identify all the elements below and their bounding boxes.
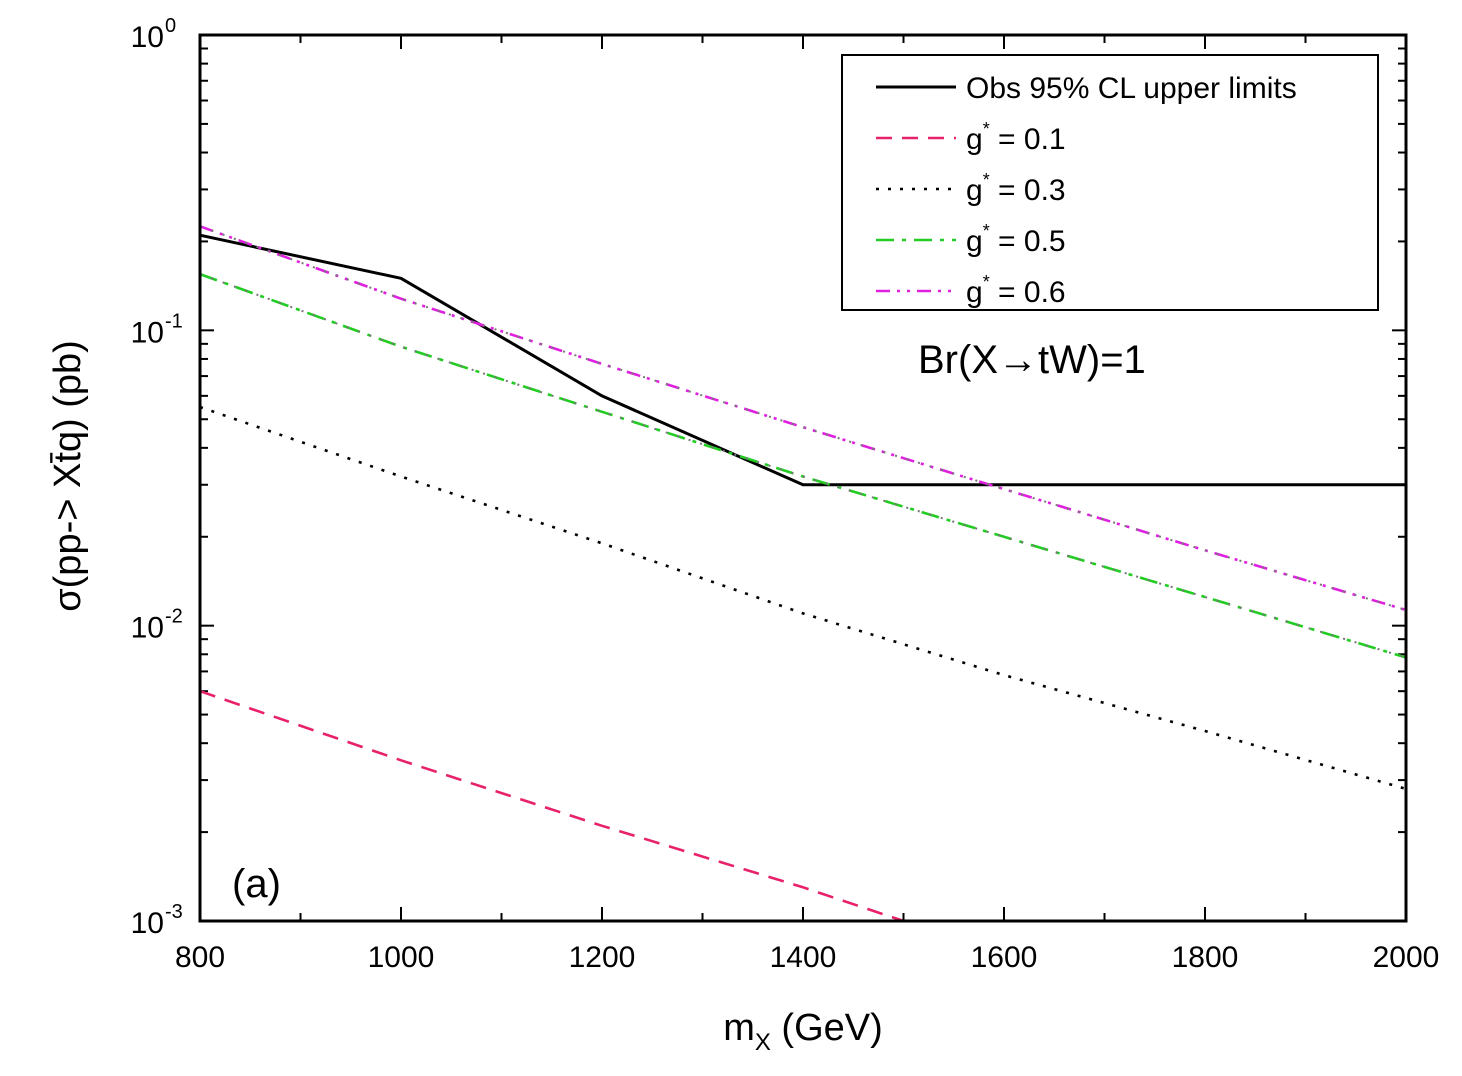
annotation-br: Br(X→tW)=1 [918,338,1146,382]
series-line [199,405,1407,791]
y-tick-label-exp: 0 [165,15,176,37]
legend-item: g* = 0.3 [876,170,1066,207]
x-axis-title-sub: X [755,1029,771,1056]
legend-label: g* = 0.3 [966,170,1066,207]
legend-label: g* = 0.5 [966,221,1066,258]
y-tick-label: 10 -3 [131,901,183,940]
legend-box [841,54,1379,311]
legend-item: g* = 0.6 [876,272,1066,309]
legend-label: g* = 0.6 [966,272,1066,309]
x-tick-labels: 800 1000 1200 1400 1600 1800 2000 [175,941,1439,974]
legend-item: g* = 0.5 [876,221,1066,258]
series-path [199,272,1407,659]
series-line [199,225,1407,612]
x-axis-title: mX (GeV) [723,1007,883,1056]
series-layer [199,225,1407,923]
x-tick-label: 1600 [971,941,1038,974]
plot-frame [198,33,1408,923]
x-axis-title-unit: (GeV) [771,1007,883,1049]
series-overlay [199,225,1407,611]
x-tick-label: 1000 [368,941,435,974]
legend: Obs 95% CL upper limits g* = 0.1 g* = 0.3 g… [841,54,1379,311]
y-axis-title: σ(pp-> Xt̄q) (pb) [47,340,89,612]
y-tick-label: 10 -2 [131,606,183,645]
series-line [199,689,904,923]
y-tick-label-base: 10 [131,907,164,940]
legend-label: Obs 95% CL upper limits [966,72,1297,105]
y-tick-label: 10 0 [131,15,177,54]
legend-label: g* = 0.1 [966,119,1066,156]
y-tick-label-exp: -1 [165,310,183,332]
x-tick-label: 1200 [569,941,636,974]
legend-item: Obs 95% CL upper limits [876,72,1297,105]
x-axis-title-main: m [723,1007,755,1049]
series-path [199,689,904,923]
series-line [199,272,1407,659]
x-tick-label: 1800 [1172,941,1239,974]
x-tick-label: 1400 [770,941,837,974]
series-path [199,405,1407,791]
x-tick-label: 800 [175,941,225,974]
legend-item: g* = 0.1 [876,119,1066,156]
y-tick-label-base: 10 [131,612,164,645]
panel-label: (a) [232,862,281,906]
legend-items: Obs 95% CL upper limits g* = 0.1 g* = 0.3 g… [876,72,1297,309]
y-tick-label: 10 -1 [131,310,183,349]
y-tick-label-exp: -2 [165,606,183,628]
y-tick-label-base: 10 [131,21,164,54]
series-overlay [199,273,1407,659]
y-tick-label-base: 10 [131,316,164,349]
y-tick-label-exp: -3 [165,901,183,923]
series-path [199,233,1406,487]
series-line [199,233,1406,487]
x-tick-label: 2000 [1373,941,1440,974]
